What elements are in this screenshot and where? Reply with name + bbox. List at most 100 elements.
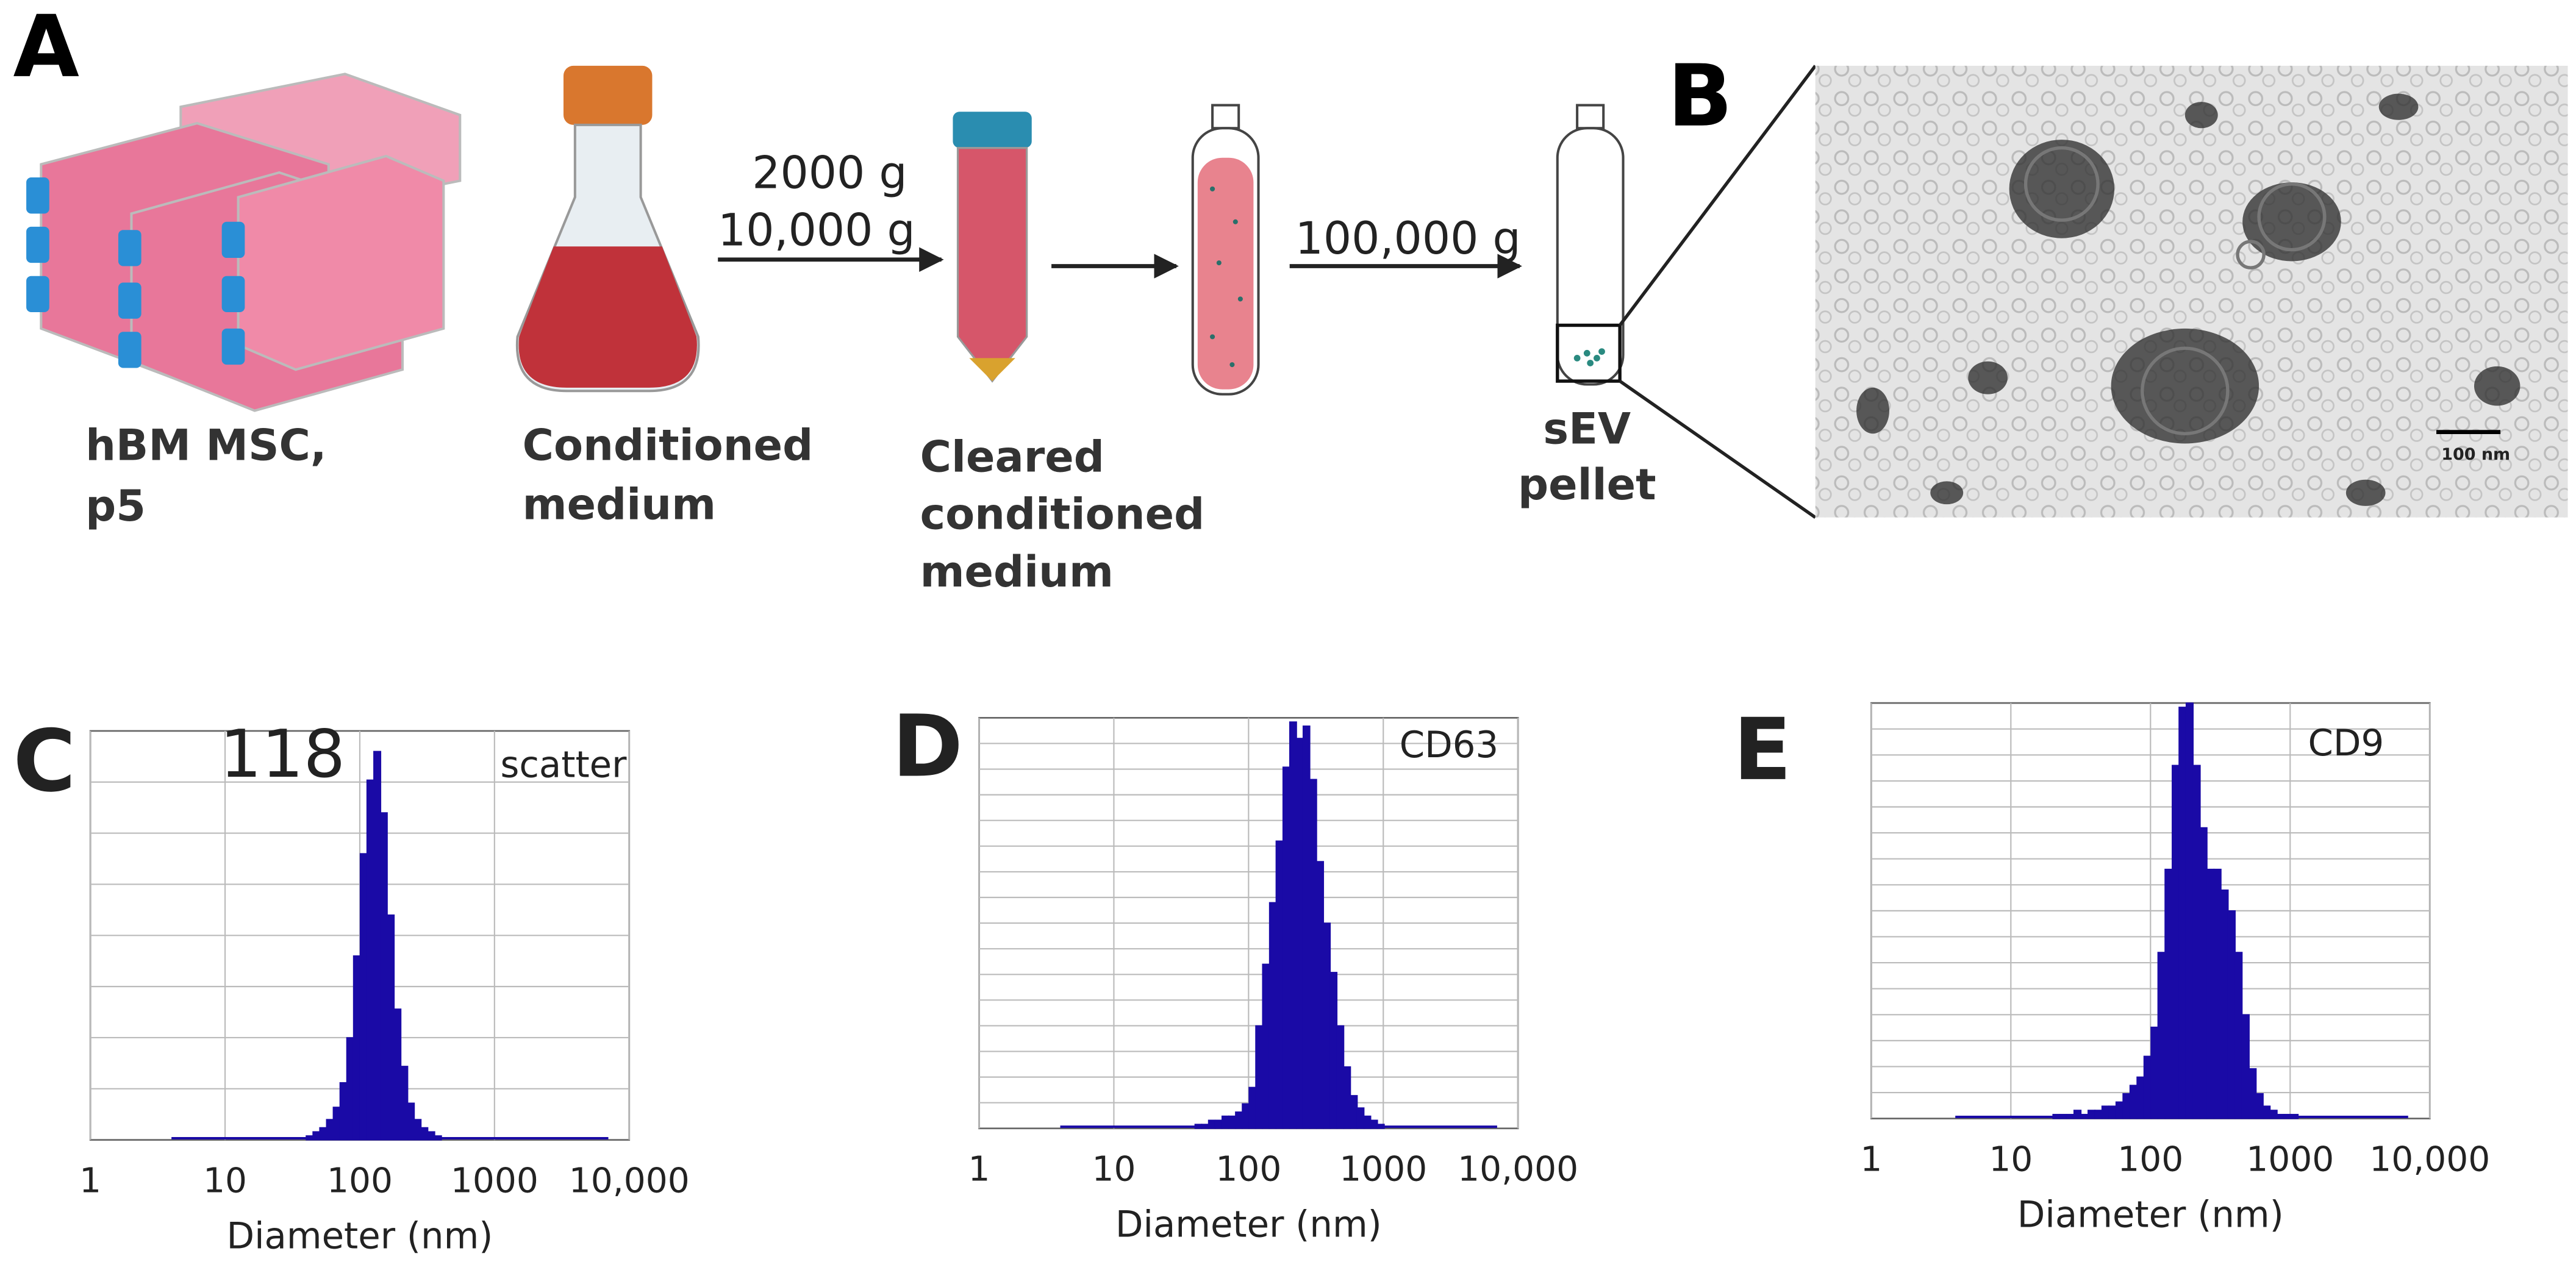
histogram-bar: [1221, 1115, 1229, 1129]
histogram-bar: [332, 1107, 341, 1141]
histogram-bar: [2234, 952, 2243, 1119]
step-label: Cleared: [920, 432, 1104, 482]
flask-stack: [26, 73, 462, 412]
histogram-bar: [380, 812, 388, 1141]
step-label: sEV: [1543, 404, 1631, 454]
histogram-bar: [2255, 1093, 2264, 1119]
x-tick-label: 10,000: [2369, 1139, 2490, 1179]
arrows: [718, 247, 1522, 279]
x-tick-label: 10: [203, 1160, 247, 1200]
x-tick-label: 1000: [451, 1160, 538, 1200]
histogram-bar: [1343, 1066, 1351, 1129]
histogram-bar: [1336, 1025, 1345, 1129]
conical-tube: [953, 112, 1032, 383]
panel-label: D: [892, 697, 963, 796]
x-tick-label: 100: [2117, 1139, 2183, 1179]
histogram-bar: [2122, 1093, 2131, 1119]
histogram-bar: [2080, 1114, 2089, 1119]
panel-label: E: [1733, 701, 1792, 800]
histogram-bar: [400, 1066, 409, 1141]
x-tick-label: 1: [968, 1149, 990, 1189]
x-tick-label: 10: [1092, 1149, 1136, 1189]
step-label: medium: [523, 480, 716, 530]
histogram-bar: [1194, 1124, 1203, 1129]
histogram-bar: [393, 1008, 402, 1141]
histogram-bar: [352, 955, 361, 1141]
histogram-bar: [359, 853, 368, 1141]
histogram-bar: [2088, 1110, 2095, 1119]
histogram-bar: [2263, 1105, 2271, 1119]
panel-label: B: [1667, 47, 1733, 146]
x-tick-label: 1: [79, 1160, 101, 1200]
histogram-bar: [2129, 1085, 2138, 1119]
panel-label: A: [13, 0, 79, 97]
scale-bar-label: 100 nm: [2441, 445, 2510, 464]
histogram-bar: [1350, 1095, 1358, 1129]
histogram-bar: [420, 1127, 429, 1141]
histogram-bar: [1370, 1119, 1378, 1129]
histogram-bar: [2227, 910, 2236, 1119]
annotation: 118: [220, 716, 346, 793]
histogram-bar: [319, 1127, 327, 1141]
histogram-bar: [2157, 952, 2166, 1119]
x-axis-label: Diameter (nm): [226, 1214, 493, 1257]
histogram-bar: [1316, 861, 1325, 1129]
centrifuge-tube: [1191, 104, 1260, 396]
histogram-bar: [1363, 1115, 1372, 1129]
step-label: hBM MSC,: [85, 421, 326, 471]
tem-image: 100 nm: [1815, 65, 2568, 518]
histogram-bar: [434, 1135, 442, 1141]
histogram-bar: [366, 779, 374, 1141]
histogram-bar: [1356, 1107, 1365, 1129]
histogram-bar: [2269, 1110, 2278, 1119]
histogram-bar: [2178, 707, 2187, 1119]
histogram-bar: [1255, 1025, 1264, 1129]
histogram-bar: [2192, 765, 2201, 1119]
histogram-bar: [2108, 1105, 2117, 1119]
x-axis-label: Diameter (nm): [1115, 1203, 1382, 1246]
arrow-label: 100,000 g: [1295, 213, 1521, 265]
histogram-bar: [373, 751, 382, 1141]
histogram-bar: [1329, 972, 1338, 1129]
x-tick-label: 1: [1860, 1139, 1882, 1179]
arrow-label: 10,000 g: [718, 205, 915, 257]
annotation: CD9: [2308, 722, 2385, 764]
histogram-bar: [2073, 1110, 2082, 1119]
x-tick-label: 100: [327, 1160, 393, 1200]
annotation: CD63: [1400, 724, 1498, 766]
histogram-bar: [1323, 922, 1331, 1129]
x-tick-label: 10,000: [1458, 1149, 1578, 1189]
histogram-bar: [1201, 1124, 1209, 1129]
histogram-bar: [427, 1131, 435, 1141]
x-tick-label: 100: [1215, 1149, 1281, 1189]
histogram-bar: [1242, 1103, 1250, 1129]
histogram-bar: [2101, 1105, 2109, 1119]
histogram-bar: [2185, 702, 2194, 1119]
annotation: scatter: [500, 743, 627, 785]
histogram-bar: [1208, 1119, 1216, 1129]
histogram-bar: [1248, 1086, 1256, 1129]
histogram-bar: [387, 914, 395, 1141]
histogram-bar: [1302, 726, 1311, 1129]
histogram-bar: [2283, 1114, 2292, 1119]
histogram-bar: [2200, 827, 2208, 1119]
histogram-bar: [2172, 765, 2180, 1119]
histogram-bar: [306, 1135, 313, 1141]
histogram-bar: [2206, 868, 2215, 1119]
x-tick-label: 10: [1989, 1139, 2033, 1179]
histogram-bar: [2241, 1014, 2250, 1119]
histogram-bar: [1282, 766, 1290, 1129]
histogram-bar: [1214, 1119, 1223, 1129]
histogram-bar: [1289, 721, 1297, 1129]
step-label: medium: [920, 547, 1114, 597]
histogram-bar: [2150, 1026, 2159, 1119]
step-label: p5: [85, 481, 146, 531]
step-label: conditioned: [920, 490, 1205, 540]
histogram-bar: [2059, 1114, 2068, 1119]
x-tick-label: 10,000: [569, 1160, 690, 1200]
x-axis-label: Diameter (nm): [2017, 1193, 2284, 1235]
histogram-bar: [407, 1102, 415, 1141]
erlenmeyer-flask: [515, 65, 700, 393]
